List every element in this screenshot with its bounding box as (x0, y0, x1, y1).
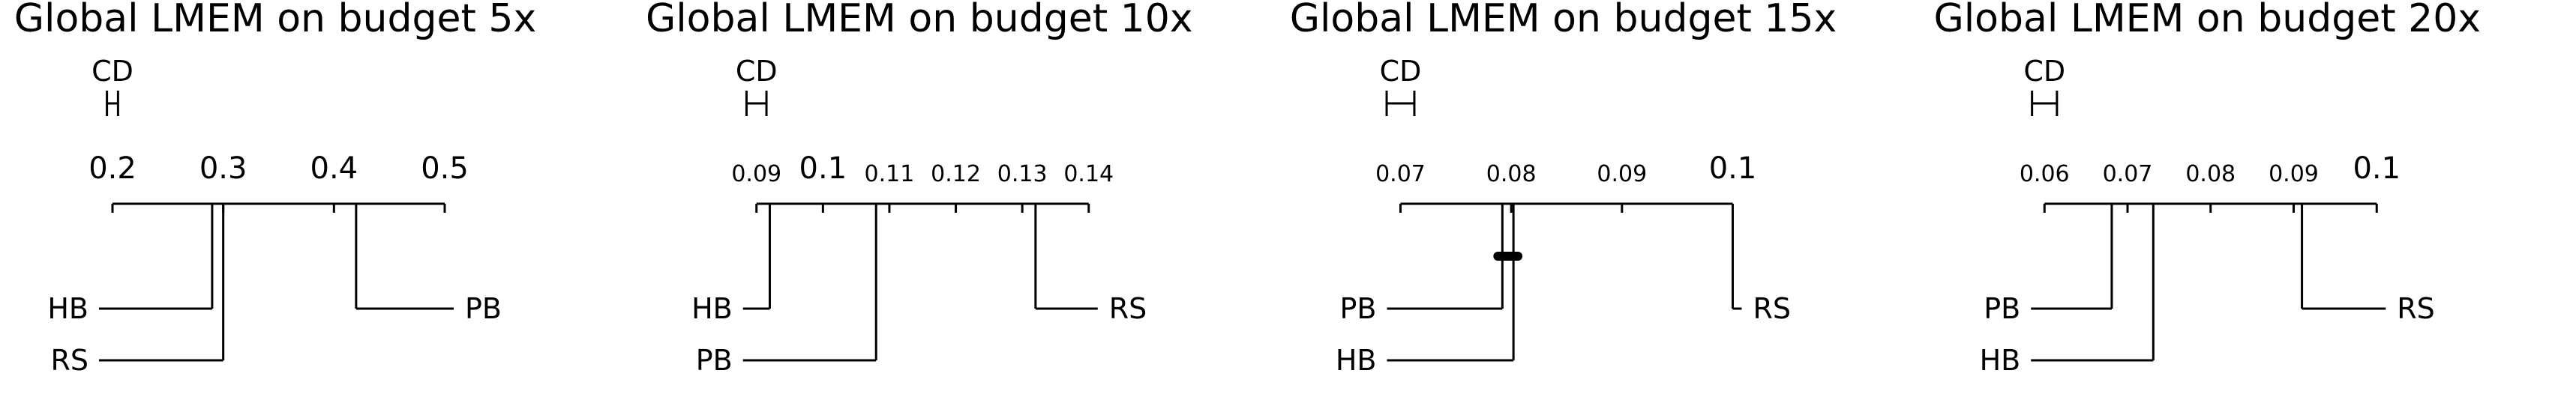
tick-label: 0.1 (1709, 151, 1757, 186)
tick-label: 0.07 (2103, 161, 2153, 187)
method-label: PB (1340, 292, 1377, 325)
tick-label: 0.08 (1486, 161, 1537, 187)
tick-label: 0.5 (421, 151, 469, 186)
method-label: HB (1336, 344, 1377, 377)
chart-title: Global LMEM on budget 10x (646, 0, 1193, 41)
method-label: HB (1980, 344, 2021, 377)
tick-label: 0.09 (731, 161, 781, 187)
method-label: PB (465, 292, 502, 325)
tick-label: 0.07 (1375, 161, 1426, 187)
tick-label: 0.14 (1063, 161, 1114, 187)
tick-label: 0.2 (88, 151, 136, 186)
method-label: RS (1109, 292, 1147, 325)
chart-title: Global LMEM on budget 5x (14, 0, 537, 41)
tick-label: 0.08 (2185, 161, 2236, 187)
tick-label: 0.1 (799, 151, 847, 186)
tick-label: 0.09 (1597, 161, 1647, 187)
method-label: RS (50, 344, 88, 377)
chart-title: Global LMEM on budget 20x (1933, 0, 2481, 41)
method-label: RS (1753, 292, 1792, 325)
cd-panel-1: Global LMEM on budget 5x CD 0.2 0.3 0.4 0.5 HB… (14, 0, 537, 377)
cd-panel-3: Global LMEM on budget 15x CD 0.07 0.08 0.09 0… (1290, 0, 1837, 377)
method-label: HB (691, 292, 733, 325)
tick-label: 0.4 (310, 151, 358, 186)
chart-title: Global LMEM on budget 15x (1290, 0, 1837, 41)
cd-label: CD (1380, 55, 1422, 88)
tick-label: 0.13 (997, 161, 1048, 187)
tick-label: 0.06 (2020, 161, 2070, 187)
method-label: PB (696, 344, 733, 377)
method-label: RS (2397, 292, 2435, 325)
method-label: HB (47, 292, 88, 325)
cd-label: CD (2023, 55, 2065, 88)
cd-label: CD (736, 55, 778, 88)
tick-label: 0.3 (199, 151, 247, 186)
cd-panel-4: Global LMEM on budget 20x CD 0.06 0.07 0.08 0… (1933, 0, 2481, 377)
tick-label: 0.11 (865, 161, 915, 187)
tick-label: 0.1 (2353, 151, 2401, 186)
cd-panel-2: Global LMEM on budget 10x CD 0.09 0.1 0.11 0.… (646, 0, 1193, 377)
cd-label: CD (91, 55, 133, 88)
method-label: PB (1984, 292, 2020, 325)
tick-label: 0.12 (931, 161, 981, 187)
tick-label: 0.09 (2269, 161, 2319, 187)
